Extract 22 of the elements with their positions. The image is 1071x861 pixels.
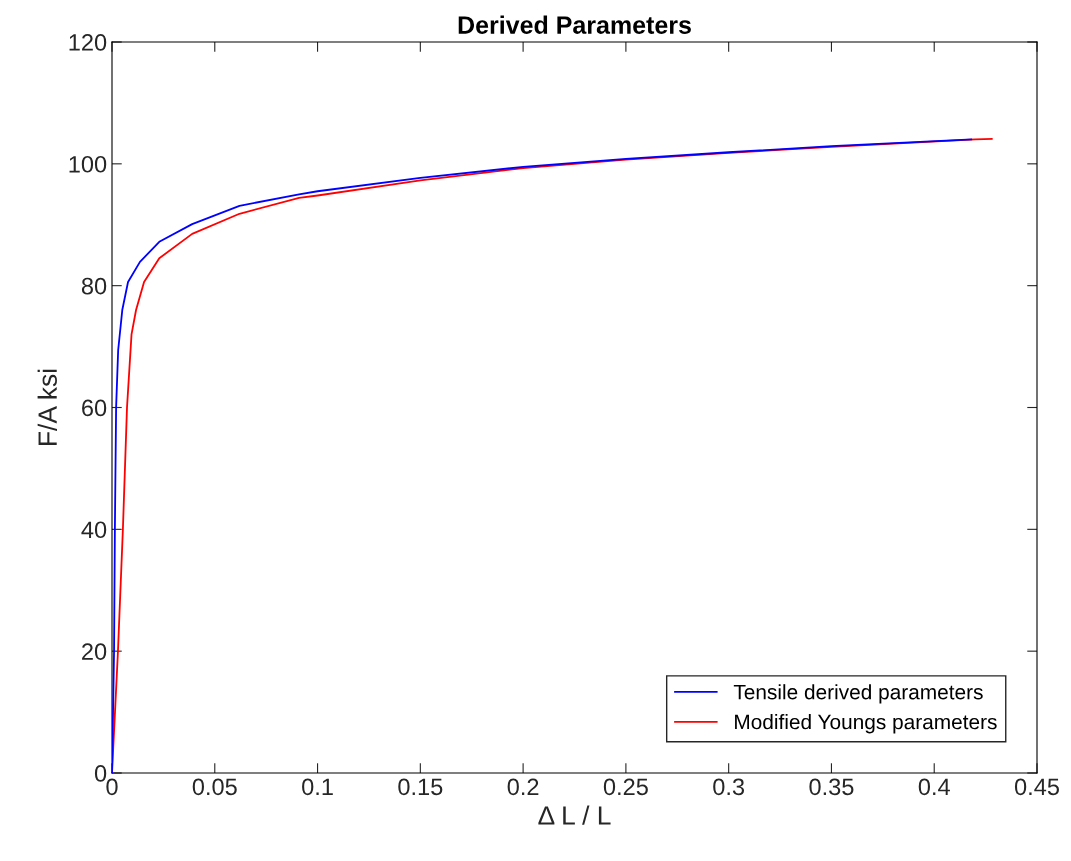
x-tick-label: 0.45: [1014, 778, 1059, 796]
x-tick-label: 0: [106, 778, 118, 796]
y-tick-label: 100: [69, 155, 107, 173]
x-axis-title: Δ L / L: [538, 805, 611, 825]
x-tick-label: 0.3: [713, 778, 745, 796]
x-tick-label: 0.25: [603, 778, 648, 796]
x-tick-label: 0.35: [809, 778, 854, 796]
x-tick-label: 0.15: [398, 778, 443, 796]
x-tick-label: 0.2: [507, 778, 539, 796]
legend-label: Modified Youngs parameters: [735, 714, 997, 734]
legend-label: Tensile derived parameters: [733, 684, 983, 704]
y-tick-label: 20: [82, 643, 107, 660]
x-tick-label: 0.1: [302, 778, 333, 796]
x-tick-label: 0.4: [918, 778, 950, 796]
x-tick-label: 0.05: [192, 778, 237, 796]
y-tick-label: 80: [81, 277, 107, 295]
y-tick-label: 60: [82, 399, 107, 417]
y-tick-label: 0: [94, 765, 107, 782]
y-axis-title: F/A ksi: [37, 369, 57, 445]
chart-title: Derived Parameters: [458, 15, 691, 34]
y-tick-label: 120: [69, 34, 107, 51]
y-tick-label: 40: [81, 521, 107, 539]
